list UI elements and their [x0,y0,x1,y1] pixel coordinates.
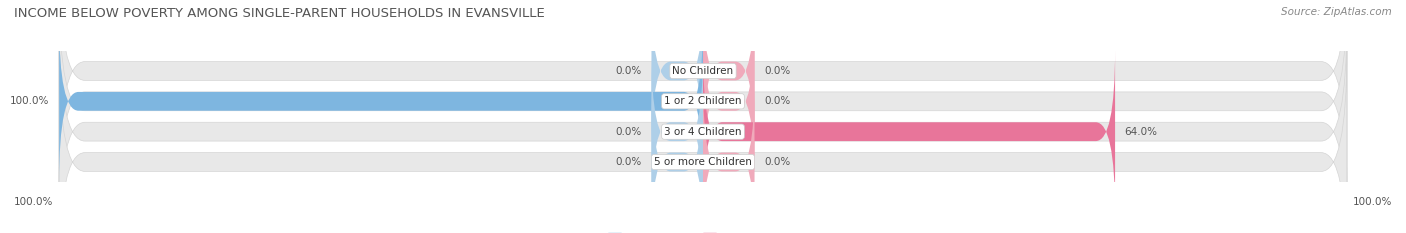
FancyBboxPatch shape [59,20,703,183]
FancyBboxPatch shape [59,50,1347,233]
FancyBboxPatch shape [651,80,703,233]
Text: 0.0%: 0.0% [765,66,790,76]
FancyBboxPatch shape [703,80,755,233]
FancyBboxPatch shape [651,0,703,153]
FancyBboxPatch shape [59,20,1347,233]
FancyBboxPatch shape [703,0,755,153]
FancyBboxPatch shape [703,20,755,183]
Text: 0.0%: 0.0% [765,157,790,167]
Text: 64.0%: 64.0% [1125,127,1157,137]
Text: 100.0%: 100.0% [10,96,49,106]
Text: 5 or more Children: 5 or more Children [654,157,752,167]
Text: 1 or 2 Children: 1 or 2 Children [664,96,742,106]
Text: 100.0%: 100.0% [14,197,53,207]
FancyBboxPatch shape [59,0,1347,213]
Text: 100.0%: 100.0% [1353,197,1392,207]
Text: 0.0%: 0.0% [616,66,641,76]
Text: 0.0%: 0.0% [616,157,641,167]
FancyBboxPatch shape [59,0,1347,183]
FancyBboxPatch shape [703,50,1115,213]
Text: 3 or 4 Children: 3 or 4 Children [664,127,742,137]
Text: Source: ZipAtlas.com: Source: ZipAtlas.com [1281,7,1392,17]
Text: 0.0%: 0.0% [616,127,641,137]
Legend: Single Father, Single Mother: Single Father, Single Mother [603,229,803,233]
Text: INCOME BELOW POVERTY AMONG SINGLE-PARENT HOUSEHOLDS IN EVANSVILLE: INCOME BELOW POVERTY AMONG SINGLE-PARENT… [14,7,544,20]
FancyBboxPatch shape [651,50,703,213]
Text: 0.0%: 0.0% [765,96,790,106]
Text: No Children: No Children [672,66,734,76]
